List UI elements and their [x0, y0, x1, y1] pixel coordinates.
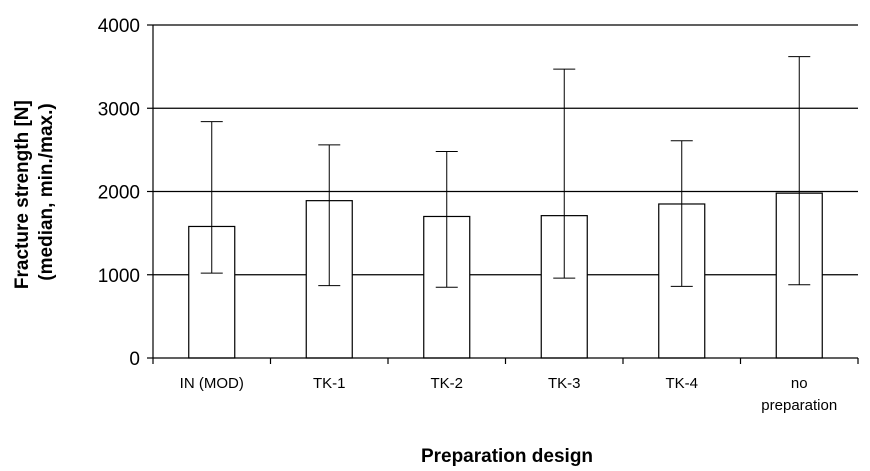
x-tick-label-line: preparation [761, 397, 837, 414]
x-tick-label-line: TK-4 [665, 375, 698, 392]
y-axis-title-line-2: (median, min./max.) [36, 103, 57, 280]
x-tick-label: TK-4 [665, 375, 698, 392]
y-axis-title-line-1: Fracture strength [N] [12, 100, 33, 289]
x-tick-label-line: IN (MOD) [180, 375, 244, 392]
x-tick-label: IN (MOD) [180, 375, 244, 392]
y-tick-label: 2000 [98, 183, 140, 204]
x-tick-label-line: TK-3 [548, 375, 581, 392]
x-axis-title: Preparation design [421, 446, 593, 467]
x-tick-label: TK-3 [548, 375, 581, 392]
error-bars [200, 56, 811, 288]
x-tick-label-line: TK-1 [313, 375, 346, 392]
bars [188, 192, 823, 359]
y-tick-labels: 0 1000 2000 3000 4000 [98, 16, 140, 370]
y-axis-title: Fracture strength [N] (median, min./max.… [12, 95, 57, 289]
x-tick-labels: IN (MOD) TK-1 TK-2 TK-3 TK-4 no preparation [180, 375, 838, 414]
x-tick-label: TK-1 [313, 375, 346, 392]
x-tick-label-line: TK-2 [430, 375, 463, 392]
gridlines [153, 24, 858, 276]
x-tick-label: TK-2 [430, 375, 463, 392]
axes [147, 24, 859, 364]
x-tick-label: no preparation [761, 375, 837, 414]
x-tick-label-line: no [791, 375, 808, 392]
y-tick-label: 4000 [98, 16, 140, 37]
y-tick-label: 0 [129, 349, 140, 370]
y-tick-label: 1000 [98, 266, 140, 287]
y-tick-label: 3000 [98, 99, 140, 120]
